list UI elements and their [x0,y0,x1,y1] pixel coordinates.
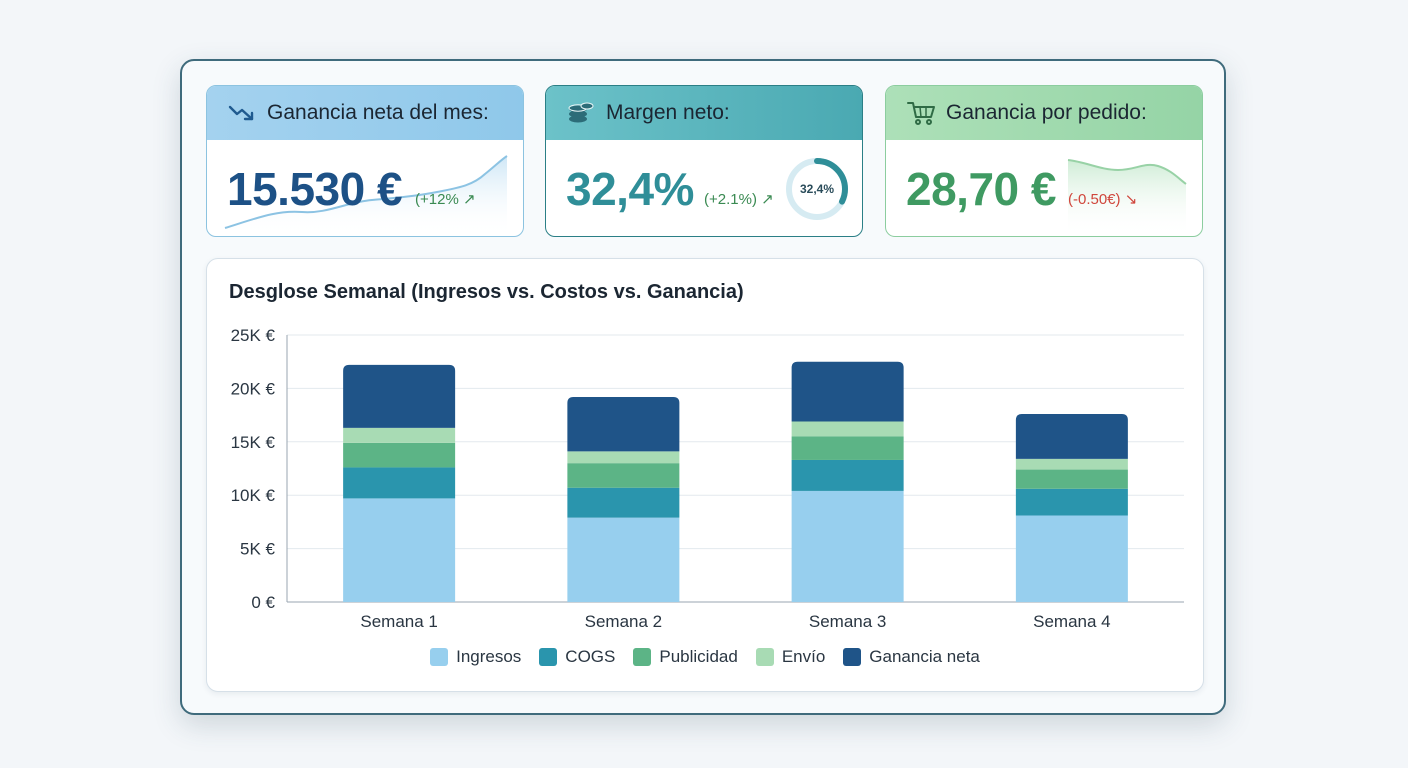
weekly-breakdown-chart-card: Desglose Semanal (Ingresos vs. Costos vs… [206,258,1204,692]
bar-segment-cogs [1015,488,1128,516]
legend-item: Ganancia neta [843,647,980,667]
bar-segment-ganancia-neta [343,364,456,428]
legend-swatch [539,648,558,666]
bar-segment-envio [343,427,456,443]
sparkline-chart [224,155,508,236]
kpi-card-header: Ganancia neta del mes: [207,86,523,140]
stacked-bar-chart: 0 € 5K € 10K € 15K € 20K € 25K € Semana 1 Seman… [231,326,1184,631]
chart-legend: Ingresos COGS Publicidad Envío Ganancia neta [207,647,1203,667]
chart-title: Desglose Semanal (Ingresos vs. Costos vs… [229,281,744,303]
bar-segment-ingresos [567,517,680,602]
legend-swatch [843,648,862,666]
bar-segment-ingresos [1015,515,1128,602]
legend-item: COGS [539,647,615,667]
legend-label: COGS [565,647,616,666]
cart-icon [906,98,936,128]
kpi-card-header: Margen neto: [546,86,862,140]
kpi-card-title: Margen neto: [606,101,730,124]
kpi-delta: (-0.50€) ↘ [1068,191,1138,208]
bar-segment-envio [567,451,680,464]
x-tick-label: Semana 3 [809,612,887,631]
y-tick-label: 5K € [240,540,276,559]
legend-swatch [755,648,774,666]
kpi-card-profit-per-order[interactable]: Ganancia por pedido: 28,70 € (-0.50€) ↘ [885,85,1203,237]
legend-item: Publicidad [633,647,738,667]
bar-segment-cogs [567,487,680,518]
y-tick-label: 15K € [231,433,276,452]
trend-down-icon [227,98,257,128]
bar-segment-publicidad [1015,469,1128,489]
bar-segment-publicidad [343,442,456,468]
bar-segment-envio [1015,458,1128,470]
legend-swatch [430,648,449,666]
kpi-value: 28,70 € [906,163,1056,215]
legend-label: Publicidad [659,647,738,666]
kpi-card-header: Ganancia por pedido: [886,86,1202,140]
dashboard-panel: Ganancia neta del mes: 15.530 € (+12% ↗ [180,59,1226,715]
kpi-card-net-margin[interactable]: Margen neto: 32,4% (+2.1%) ↗ 32,4% [545,85,863,237]
bar-segment-ganancia-neta [791,361,904,422]
bar-segment-ingresos [791,490,904,602]
y-tick-label: 20K € [231,379,276,398]
kpi-value: 32,4% [566,163,694,215]
y-tick-label: 0 € [251,593,275,612]
kpi-card-title: Ganancia neta del mes: [267,101,489,124]
bar-segment-ganancia-neta [1015,414,1128,459]
legend-label: Ganancia neta [869,647,980,666]
margin-gauge: 32,4% [786,158,848,220]
x-tick-label: Semana 4 [1033,612,1111,631]
kpi-delta: (+2.1%) ↗ [704,191,774,208]
legend-swatch [633,648,652,666]
bar-segment-ganancia-neta [567,396,680,452]
gauge-label: 32,4% [800,182,834,196]
x-tick-label: Semana 1 [360,612,438,631]
bar-segment-publicidad [791,436,904,460]
kpi-value: 15.530 € [227,163,403,215]
bar-segment-publicidad [567,463,680,488]
sparkline-chart [1067,159,1187,236]
kpi-card-net-profit[interactable]: Ganancia neta del mes: 15.530 € (+12% ↗ [206,85,524,237]
coins-icon [566,98,596,128]
y-tick-label: 25K € [231,326,276,345]
legend-item: Ingresos [430,647,521,667]
legend-label: Ingresos [456,647,522,666]
kpi-card-title: Ganancia por pedido: [946,101,1147,124]
y-tick-label: 10K € [231,486,276,505]
bar-segment-envio [791,421,904,437]
kpi-delta: (+12% ↗ [415,191,476,208]
legend-item: Envío [755,647,826,667]
bar-segment-ingresos [343,498,456,602]
x-tick-label: Semana 2 [585,612,663,631]
bar-segment-cogs [343,467,456,499]
bar-segment-cogs [791,459,904,491]
legend-label: Envío [781,647,826,666]
